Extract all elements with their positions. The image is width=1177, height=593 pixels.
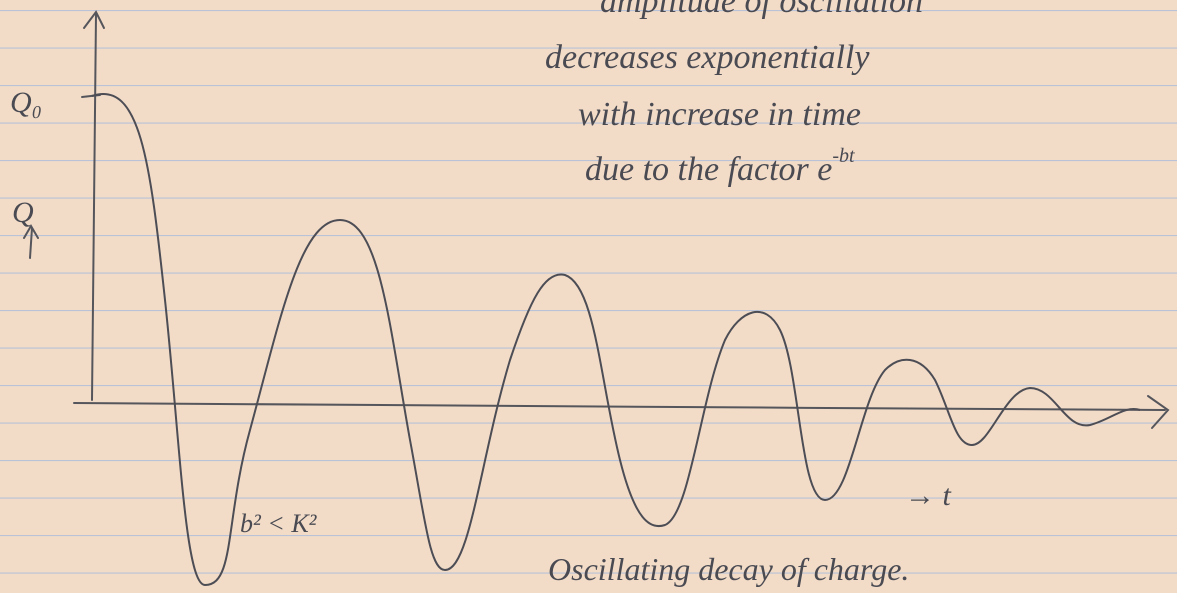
- note-line: amplitude of oscillation: [600, 0, 923, 20]
- note-line: with increase in time: [578, 96, 861, 133]
- note-line: decreases exponentially: [545, 39, 870, 76]
- notebook-page: Q₀ Q → t amplitude of oscillation decrea…: [0, 0, 1177, 593]
- exponent: -bt: [832, 145, 855, 167]
- condition: b² < K²: [240, 509, 318, 538]
- ruled-lines: [0, 0, 1177, 593]
- q0-label: Q₀: [10, 86, 42, 119]
- note-line: due to the factor e-bt: [585, 145, 855, 188]
- page: Q₀ Q → t amplitude of oscillation decrea…: [0, 0, 1177, 593]
- t-label: → t: [905, 479, 952, 512]
- note-line-text: due to the factor e: [585, 151, 832, 188]
- q-label: Q: [12, 196, 34, 229]
- caption: Oscillating decay of charge.: [548, 551, 909, 587]
